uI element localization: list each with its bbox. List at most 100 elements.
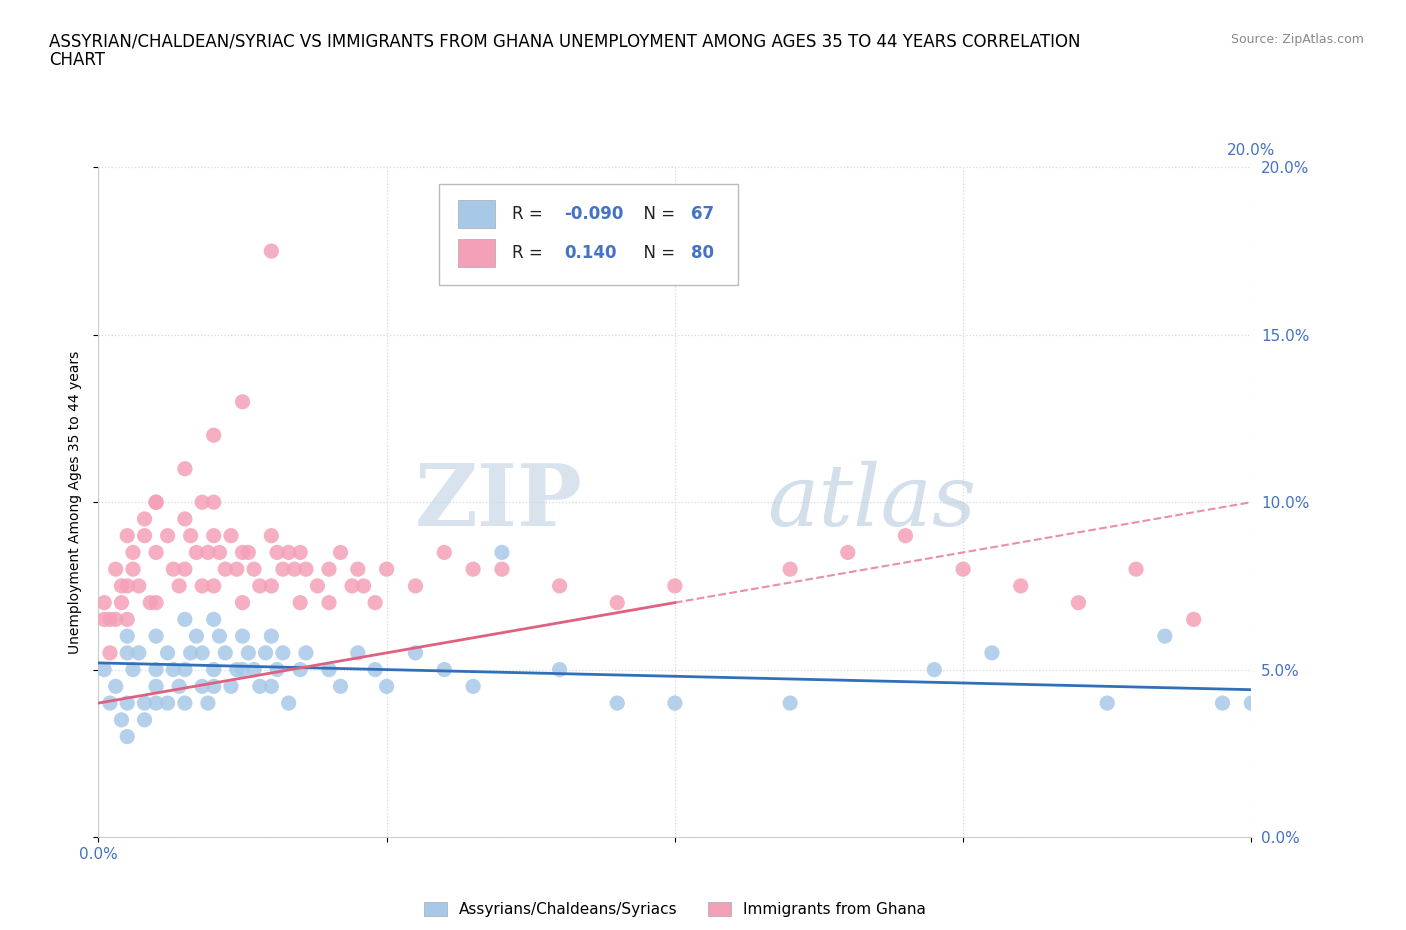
Point: [128, 645, 150, 660]
Point: [110, 595, 132, 610]
Point: [186, 629, 208, 644]
Point: [145, 545, 167, 560]
Point: [139, 595, 162, 610]
Point: [606, 696, 628, 711]
Point: [283, 562, 305, 577]
Point: [1125, 562, 1147, 577]
Point: [290, 662, 312, 677]
Point: [491, 545, 513, 560]
Point: [93, 612, 115, 627]
Point: [122, 562, 145, 577]
Point: [295, 645, 318, 660]
FancyBboxPatch shape: [458, 239, 495, 267]
Text: -0.090: -0.090: [564, 206, 624, 223]
Point: [1212, 696, 1234, 711]
Point: [202, 528, 225, 543]
Point: [1153, 629, 1175, 644]
Point: [174, 562, 197, 577]
Point: [145, 595, 167, 610]
Point: [1097, 696, 1119, 711]
Point: [231, 545, 254, 560]
Point: [225, 662, 247, 677]
Point: [329, 679, 352, 694]
Point: [231, 595, 254, 610]
Point: [104, 679, 127, 694]
Text: 0.140: 0.140: [564, 244, 617, 262]
Point: [162, 662, 184, 677]
Point: [202, 578, 225, 593]
Point: [117, 645, 139, 660]
FancyBboxPatch shape: [439, 184, 738, 285]
Point: [548, 662, 571, 677]
Point: [433, 545, 456, 560]
Point: [461, 562, 484, 577]
Point: [191, 679, 214, 694]
Point: [405, 645, 427, 660]
FancyBboxPatch shape: [458, 200, 495, 229]
Point: [156, 645, 179, 660]
Point: [180, 645, 202, 660]
Point: [208, 629, 231, 644]
Point: [191, 495, 214, 510]
Point: [93, 595, 115, 610]
Point: [837, 545, 859, 560]
Point: [779, 696, 801, 711]
Text: N =: N =: [633, 244, 681, 262]
Point: [162, 562, 184, 577]
Text: ZIP: ZIP: [415, 460, 582, 544]
Point: [238, 545, 260, 560]
Point: [243, 662, 266, 677]
Point: [260, 578, 283, 593]
Point: [202, 612, 225, 627]
Point: [191, 578, 214, 593]
Point: [295, 562, 318, 577]
Text: CHART: CHART: [49, 51, 105, 69]
Point: [167, 679, 190, 694]
Point: [329, 545, 352, 560]
Point: [277, 696, 299, 711]
Point: [225, 562, 247, 577]
Point: [93, 662, 115, 677]
Point: [346, 562, 368, 577]
Point: [433, 662, 456, 677]
Point: [260, 629, 283, 644]
Point: [117, 612, 139, 627]
Point: [277, 545, 299, 560]
Point: [174, 512, 197, 526]
Point: [249, 578, 271, 593]
Point: [145, 495, 167, 510]
Point: [461, 679, 484, 694]
Point: [134, 712, 156, 727]
Point: [290, 545, 312, 560]
Point: [318, 595, 340, 610]
Point: [307, 578, 329, 593]
Legend: Assyrians/Chaldeans/Syriacs, Immigrants from Ghana: Assyrians/Chaldeans/Syriacs, Immigrants …: [418, 896, 932, 923]
Point: [122, 662, 145, 677]
Point: [664, 696, 686, 711]
Point: [952, 562, 974, 577]
Point: [128, 578, 150, 593]
Point: [208, 545, 231, 560]
Point: [98, 696, 121, 711]
Point: [266, 545, 288, 560]
Point: [340, 578, 363, 593]
Point: [180, 528, 202, 543]
Point: [117, 729, 139, 744]
Text: 67: 67: [690, 206, 714, 223]
Point: [922, 662, 945, 677]
Point: [894, 528, 917, 543]
Point: [231, 394, 254, 409]
Point: [174, 662, 197, 677]
Point: [197, 696, 219, 711]
Point: [214, 645, 236, 660]
Point: [238, 645, 260, 660]
Point: [260, 528, 283, 543]
Point: [231, 662, 254, 677]
Text: R =: R =: [512, 244, 554, 262]
Point: [134, 696, 156, 711]
Point: [548, 578, 571, 593]
Point: [202, 662, 225, 677]
Text: N =: N =: [633, 206, 681, 223]
Point: [981, 645, 1004, 660]
Point: [364, 662, 387, 677]
